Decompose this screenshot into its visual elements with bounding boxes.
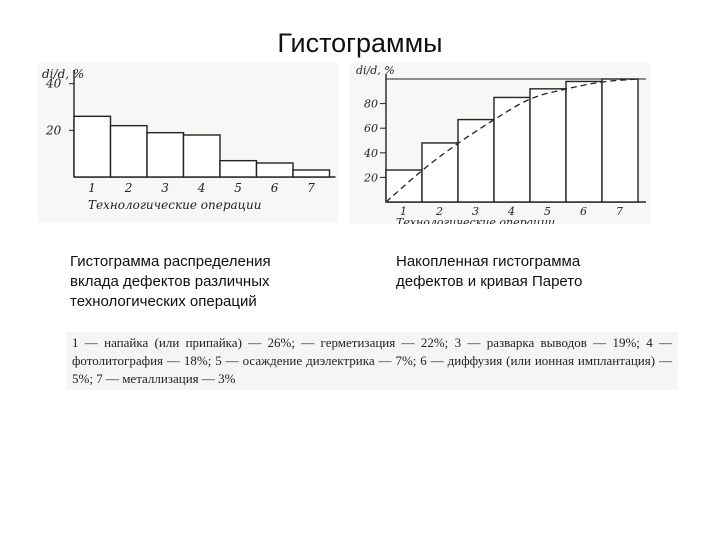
y-tick-label: 20	[363, 171, 378, 184]
x-tick-label: 2	[435, 205, 443, 218]
cumulative-bar-5	[529, 88, 567, 203]
x-axis-label: Технологические операции	[396, 216, 555, 224]
bar-2	[109, 124, 148, 178]
x-tick-label: 4	[197, 181, 206, 195]
left-histogram-chart: di/d, %40 20 1 2 3 4 5 6 7 Технологические операц…	[42, 67, 336, 212]
right-caption: Накопленная гистограмма дефектов и крива…	[396, 253, 583, 290]
x-axis-label: Технологические операции	[88, 198, 261, 212]
bar-4	[182, 134, 221, 178]
cumulative-bar-6	[565, 80, 603, 203]
y-tick-label: 40	[45, 77, 62, 91]
x-tick-label: 1	[88, 181, 96, 195]
cumulative-bar-2	[421, 142, 459, 203]
x-tick-label: 3	[161, 181, 169, 195]
cumulative-bar-3	[457, 118, 495, 203]
x-tick-label: 6	[271, 181, 279, 195]
bar-6	[255, 162, 294, 178]
x-tick-label: 6	[580, 205, 587, 218]
x-tick-label: 7	[307, 181, 315, 195]
operations-legend: 1 — напайка (или припайка) — 26%; — герм…	[66, 332, 678, 390]
x-tick-label: 4	[507, 205, 515, 218]
x-tick-label: 2	[124, 181, 133, 195]
cumulative-bar-7	[601, 78, 639, 203]
bar-7	[292, 169, 331, 178]
y-tick-label: 40	[363, 147, 378, 160]
x-tick-label: 5	[234, 181, 242, 195]
y-axis-label: di/d, %	[42, 67, 84, 81]
bar-1	[73, 115, 112, 178]
y-tick-label: 60	[364, 122, 378, 135]
page-title: Гистограммы	[277, 28, 443, 58]
bar-5	[219, 159, 258, 178]
left-histogram-panel: di/d, % 40 20 1 2 3 4 5 6 7 Технологические операц…	[38, 62, 338, 222]
pareto-chart: di/d, % 80 60 40 20 1 2 3 4 5 6 7 Технологические оп…	[356, 64, 646, 229]
x-tick-label: 5	[544, 205, 551, 218]
y-tick-label: 80	[364, 98, 378, 111]
y-tick-label: 20	[45, 123, 62, 137]
y-axis-label: di/d, %	[356, 64, 395, 77]
bar-3	[146, 131, 185, 178]
x-tick-label: 1	[400, 205, 407, 218]
left-caption: Гистограмма распределения вклада дефекто…	[70, 253, 271, 310]
x-tick-label: 7	[616, 205, 623, 218]
right-pareto-panel: di/d, % 80 60 40 20 1 2 3 4 5 6 7 Технологические оп…	[350, 62, 650, 229]
cumulative-bar-4	[493, 96, 531, 203]
x-tick-label: 3	[472, 205, 479, 218]
